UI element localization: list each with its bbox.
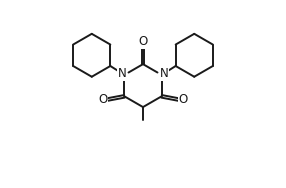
Text: O: O [138,35,148,48]
Text: N: N [160,67,168,80]
Text: N: N [118,67,126,80]
Text: N: N [160,67,168,80]
Text: O: O [98,93,107,106]
Text: N: N [118,67,126,80]
Text: O: O [179,93,188,106]
